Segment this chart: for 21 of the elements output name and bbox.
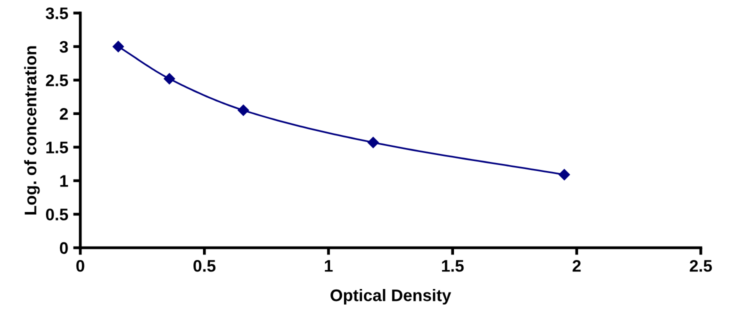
x-tick-label: 2.5 bbox=[690, 260, 712, 272]
y-tick-label: 1 bbox=[60, 175, 68, 187]
point bbox=[558, 169, 570, 180]
y-tick-label: 2.5 bbox=[46, 74, 68, 86]
x-axis-title: Optical Density bbox=[330, 288, 452, 305]
x-tick-label: 2 bbox=[572, 260, 581, 272]
y-tick-label: 3.5 bbox=[46, 7, 68, 20]
y-tick-label: 1.5 bbox=[46, 142, 68, 154]
x-tick-label: 1.5 bbox=[442, 260, 464, 272]
point bbox=[238, 104, 249, 116]
x-tick-label: 0 bbox=[76, 260, 84, 272]
point bbox=[112, 40, 124, 52]
x-tick-label: 0.5 bbox=[193, 260, 216, 272]
y-axis-title: Log. of concentration bbox=[24, 46, 40, 214]
y-tick-label: 0 bbox=[60, 242, 68, 254]
y-tick-label: 0.5 bbox=[46, 208, 68, 220]
point bbox=[164, 73, 176, 84]
y-tick-label: 3 bbox=[60, 40, 68, 53]
point bbox=[368, 136, 379, 148]
x-tick-label: 1 bbox=[324, 260, 333, 272]
y-tick-label: 2 bbox=[60, 108, 68, 120]
